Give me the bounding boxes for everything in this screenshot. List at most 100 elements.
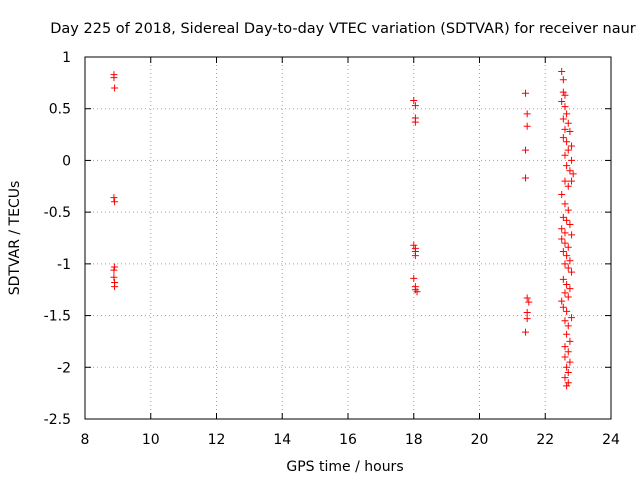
data-point [568,314,576,322]
data-point [559,247,567,255]
data-point [563,162,571,170]
data-point [566,127,574,135]
data-point [561,229,569,237]
data-point [110,194,118,202]
data-point [564,379,572,387]
data-point [411,252,419,260]
data-point [561,260,569,268]
data-point [111,84,119,92]
data-point [558,297,566,305]
data-point [561,200,569,208]
data-point [522,174,530,182]
grid-lines [85,57,611,419]
data-point [522,89,530,97]
data-point [561,317,569,325]
data-point [564,119,572,127]
data-point [523,122,531,130]
data-point [563,330,571,338]
data-point [561,289,569,297]
data-point [559,76,567,84]
data-point [523,315,531,323]
y-axis-label: SDTVAR / TECUs [7,181,23,296]
data-point [563,252,571,260]
chart-title: Day 225 of 2018, Sidereal Day-to-day VTE… [50,21,636,37]
x-tick-label: 10 [142,432,160,448]
data-point [564,348,572,356]
data-point [413,288,421,296]
y-tick-label: -0.5 [44,205,71,221]
x-axis-label: GPS time / hours [286,459,403,475]
x-tick-label: 20 [471,432,489,448]
data-point [568,268,576,276]
data-point [568,231,576,239]
data-point [410,96,418,104]
data-point [522,328,530,336]
data-point [568,156,576,164]
y-tick-label: -2.5 [44,412,71,428]
data-point [561,239,569,247]
data-point [110,74,118,82]
data-point [566,167,574,175]
data-point [559,88,567,96]
data-point [566,358,574,366]
data-point [559,303,567,311]
data-point [563,307,571,315]
data-point [561,353,569,361]
data-point [564,293,572,301]
x-tick-label: 14 [273,432,291,448]
data-point [568,177,576,185]
y-tick-labels: 1 0.5 0 -0.5 -1 -1.5 -2 -2.5 [44,50,71,428]
y-tick-label: 1 [62,50,71,66]
data-point [561,177,569,185]
data-point [566,285,574,293]
data-point [566,257,574,265]
x-tick-label: 18 [405,432,423,448]
data-point [411,118,419,126]
data-point [558,235,566,243]
y-tick-label: -1 [57,257,71,273]
y-tick-label: -1.5 [44,309,71,325]
data-point [410,241,418,249]
x-tick-label: 16 [339,432,357,448]
data-point [522,146,530,154]
data-point [564,322,572,330]
data-point [564,182,572,190]
data-point [523,308,531,316]
data-point [559,275,567,283]
axis-ticks [84,56,612,420]
data-point [563,363,571,371]
x-tick-label: 8 [81,432,90,448]
data-point [563,216,571,224]
data-point [559,213,567,221]
x-tick-label: 12 [208,432,226,448]
data-point [561,343,569,351]
data-point [110,273,118,281]
data-point [564,368,572,376]
y-tick-label: 0.5 [49,102,71,118]
y-tick-label: -2 [57,360,71,376]
data-point [111,198,119,206]
data-point [559,115,567,123]
data-point [566,221,574,229]
data-point [563,110,571,118]
data-point [558,225,566,233]
data-point [569,170,577,178]
data-point [563,138,571,146]
y-tick-label: 0 [62,153,71,169]
x-tick-label: 22 [536,432,554,448]
data-point [523,110,531,118]
data-point [111,263,119,271]
data-point [561,103,569,111]
data-point [564,206,572,214]
data-point [561,91,569,99]
data-point [564,146,572,154]
data-point [564,264,572,272]
data-point [523,294,531,302]
data-point [561,125,569,133]
data-point [410,274,418,282]
data-point [558,67,566,75]
data-points [110,67,577,390]
data-point [558,97,566,105]
data-point [568,142,576,150]
